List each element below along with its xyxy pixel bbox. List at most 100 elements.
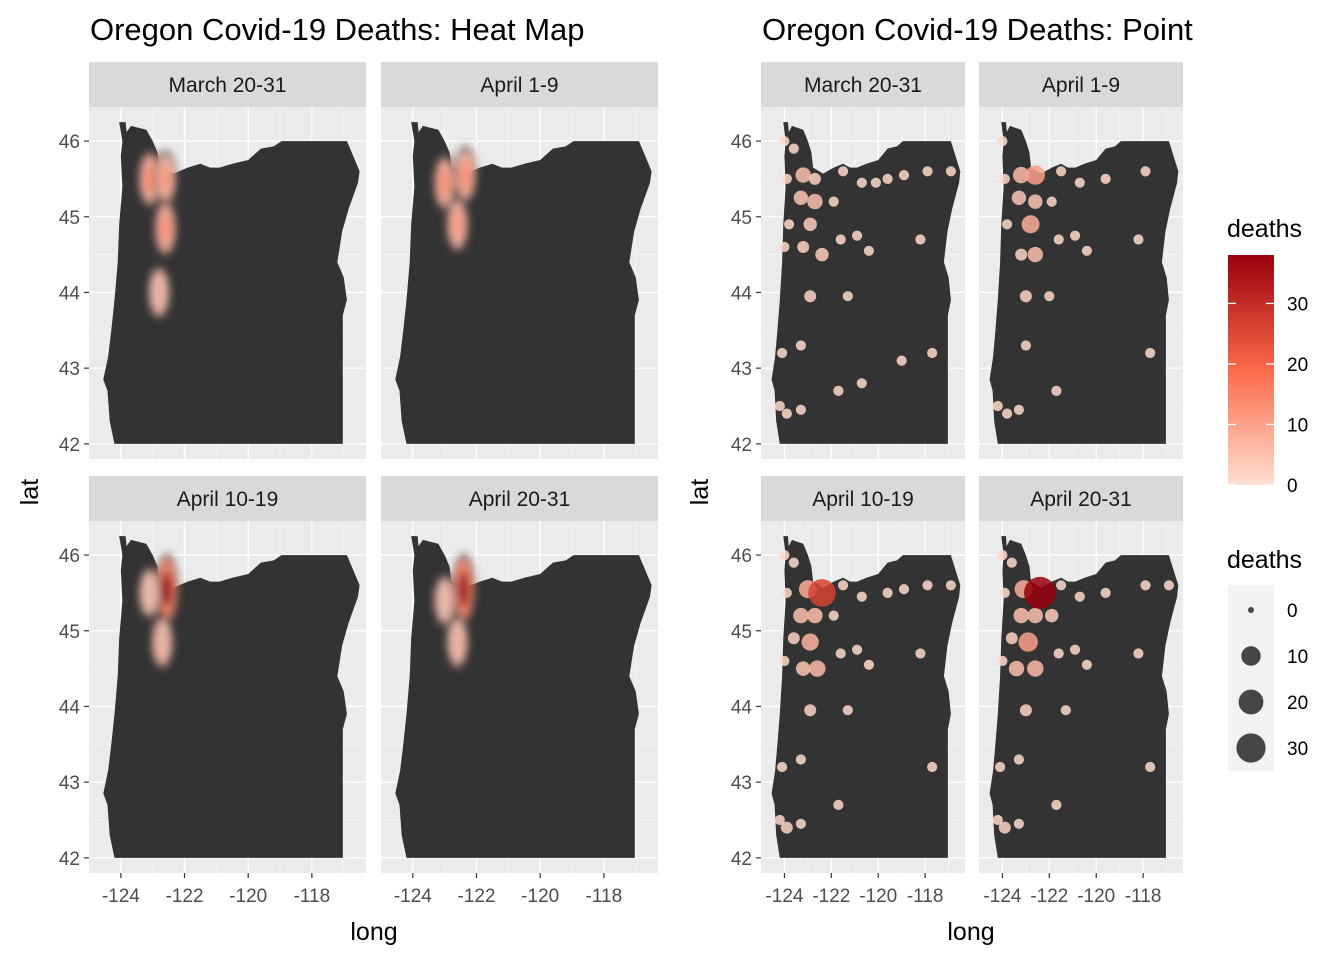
death-point [795, 754, 807, 765]
death-point [1163, 580, 1174, 591]
heat-contour-core [144, 164, 155, 194]
oregon-map-shape [395, 536, 652, 858]
y-tick-label: 44 [59, 697, 81, 718]
death-point [1018, 632, 1038, 652]
death-point [856, 378, 867, 389]
heat-contour-core [458, 571, 469, 608]
death-point [870, 177, 882, 188]
colorbar-label: 10 [1287, 415, 1308, 436]
facet-strip [89, 62, 366, 107]
colorbar [1228, 255, 1274, 485]
x-tick-label: -122 [1030, 886, 1068, 907]
death-point [1013, 166, 1030, 184]
x-tick-label: -118 [907, 886, 944, 907]
death-point [922, 166, 933, 177]
left-x-axis-title: long [350, 918, 397, 946]
left-y-axis-title: lat [16, 479, 44, 505]
heat-layer [137, 149, 178, 321]
death-point [852, 230, 863, 241]
death-point [780, 821, 793, 834]
death-point [788, 143, 799, 154]
y-tick-label: 45 [59, 622, 80, 643]
death-point [997, 550, 1008, 561]
death-point [777, 761, 788, 773]
heat-contour-core [439, 168, 450, 197]
facet-strip-label: April 1-9 [480, 74, 558, 97]
death-point [1056, 166, 1067, 177]
death-point [1013, 754, 1024, 765]
size-legend-label: 20 [1287, 693, 1308, 714]
death-point [992, 400, 1003, 412]
death-point [833, 799, 844, 811]
x-tick-label: -124 [102, 886, 140, 907]
y-tick-label: 44 [731, 283, 753, 304]
death-point [1021, 215, 1040, 234]
death-point [1025, 165, 1046, 185]
heat-contour-mid [150, 270, 169, 315]
facet-panel: April 20-31 -124 -122 -120 -118 [381, 476, 658, 907]
death-point [1027, 246, 1044, 263]
death-point [1060, 705, 1071, 716]
death-point [795, 818, 807, 829]
colorbar-label: 0 [1287, 476, 1298, 497]
size-legend-key [1238, 689, 1264, 715]
size-legend-label: 30 [1287, 739, 1308, 760]
death-point [927, 347, 938, 359]
death-point [796, 661, 811, 676]
death-point [1133, 648, 1144, 659]
size-legend-label: 10 [1287, 647, 1308, 668]
facet-strip-label: April 20-31 [1030, 488, 1132, 511]
x-tick-label: -118 [294, 886, 331, 907]
death-point [797, 241, 810, 253]
death-point [828, 196, 839, 207]
death-point [1051, 385, 1062, 396]
facet-strip [761, 62, 965, 107]
death-point [809, 660, 826, 677]
death-point [1027, 607, 1044, 624]
death-point [803, 217, 817, 231]
death-point [1011, 190, 1027, 205]
x-tick-label: -120 [521, 886, 559, 907]
death-point [1070, 644, 1081, 655]
death-point [842, 291, 853, 302]
death-point [1053, 648, 1064, 659]
death-point [779, 136, 790, 147]
death-point [838, 166, 849, 177]
death-point [1019, 290, 1032, 303]
color-legend: deaths 0 10 20 30 [1227, 215, 1308, 497]
death-point [882, 587, 893, 599]
y-tick-label: 43 [731, 359, 752, 380]
death-point [774, 814, 785, 826]
death-point [882, 173, 893, 184]
facet-strip [979, 62, 1183, 107]
death-point [863, 245, 875, 256]
death-point [945, 580, 957, 591]
facet-panel: March 20-31 42 43 44 45 46 [59, 62, 366, 459]
y-tick-label: 46 [731, 132, 752, 153]
facet-strip-label: April 10-19 [812, 488, 914, 511]
death-point [804, 290, 817, 303]
heat-contour-core [162, 571, 172, 608]
death-point [808, 172, 821, 185]
y-tick-label: 46 [731, 546, 752, 567]
left-chart-title: Oregon Covid-19 Deaths: Heat Map [90, 12, 585, 47]
heat-layer [432, 553, 476, 671]
size-legend-key [1241, 646, 1261, 666]
x-tick-label: -122 [812, 886, 850, 907]
facet-panel: April 10-19 42 43 44 45 46 -124 -122 -120 -118 [59, 476, 366, 907]
death-point [915, 648, 926, 659]
x-tick-label: -124 [394, 886, 432, 907]
death-point [995, 761, 1006, 773]
heat-contour-mid [140, 571, 159, 615]
death-point [838, 580, 849, 591]
death-point [788, 557, 799, 568]
y-tick-label: 43 [59, 359, 80, 380]
size-legend-label: 0 [1287, 601, 1298, 622]
colorbar-label: 30 [1287, 294, 1308, 315]
x-tick-label: -120 [859, 886, 897, 907]
heat-contour-mid [435, 578, 454, 622]
death-point [795, 167, 811, 183]
x-tick-label: -118 [1125, 886, 1162, 907]
death-point [833, 385, 844, 396]
point-chart: March 20-31 42 43 44 45 46 April 1-9 April 10-1… [731, 62, 1183, 907]
